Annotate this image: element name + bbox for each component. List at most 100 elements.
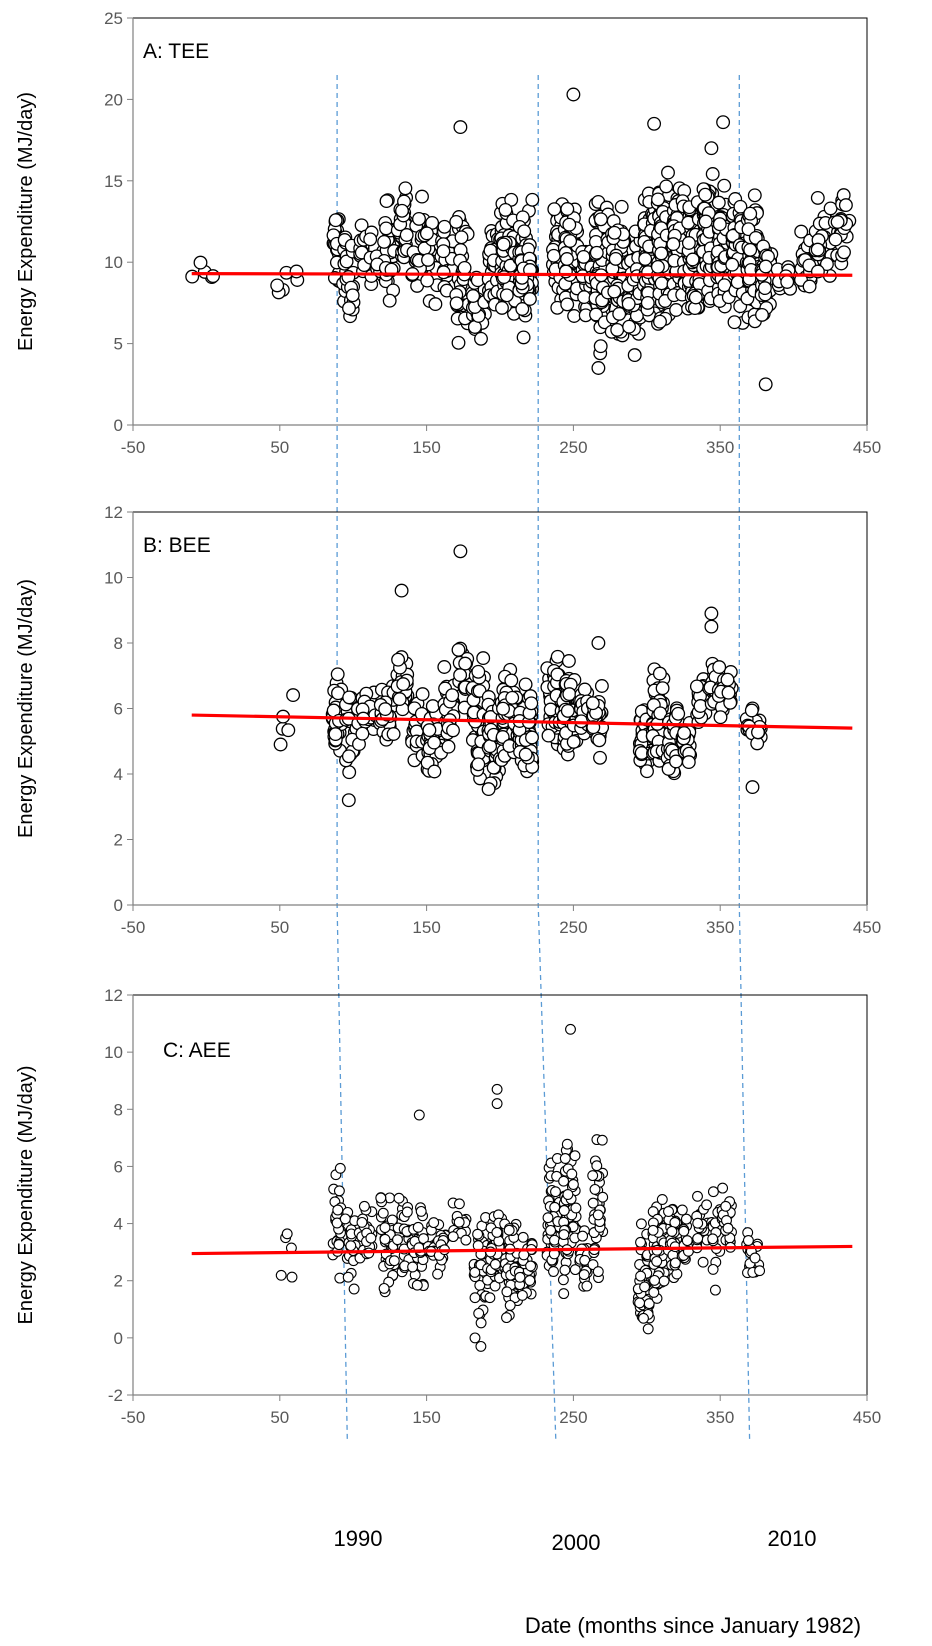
data-point <box>275 1269 287 1281</box>
data-point <box>550 1186 561 1198</box>
data-point <box>356 1216 368 1228</box>
data-point <box>348 1283 360 1295</box>
data-point <box>704 141 719 156</box>
data-point <box>421 252 435 267</box>
data-point <box>593 339 608 354</box>
data-point <box>794 224 809 239</box>
data-point <box>592 733 607 748</box>
data-point <box>193 255 208 270</box>
data-point <box>621 296 636 311</box>
data-point <box>453 1216 465 1228</box>
data-point <box>549 1234 560 1246</box>
data-point <box>441 739 456 754</box>
data-point <box>651 192 665 207</box>
data-point <box>681 1235 693 1247</box>
data-point <box>474 331 488 346</box>
data-point <box>428 297 443 312</box>
data-point <box>386 727 401 741</box>
data-point <box>707 1263 719 1275</box>
data-point <box>377 1207 389 1219</box>
data-point <box>758 259 773 274</box>
data-point <box>377 234 392 249</box>
data-point <box>485 1246 497 1258</box>
data-point <box>503 1224 515 1236</box>
data-point <box>391 652 406 667</box>
data-point <box>339 1213 351 1225</box>
data-point <box>398 181 413 196</box>
data-point <box>569 1150 581 1162</box>
data-point <box>415 189 429 204</box>
data-point <box>589 245 604 260</box>
data-point <box>394 583 409 598</box>
data-point <box>286 688 301 703</box>
data-point <box>681 755 696 770</box>
data-point <box>559 1264 571 1276</box>
data-point <box>560 252 574 266</box>
data-point <box>501 1312 512 1324</box>
y-tick-label: 0 <box>114 416 123 435</box>
data-point <box>396 677 411 692</box>
data-point <box>701 1199 713 1211</box>
data-point <box>577 290 592 305</box>
y-tick-label: 6 <box>114 1157 123 1176</box>
data-point <box>524 1275 536 1286</box>
data-point <box>501 1286 513 1298</box>
data-point <box>546 248 561 263</box>
data-point <box>525 192 540 207</box>
x-tick-label: 250 <box>559 918 587 937</box>
data-point <box>342 301 356 316</box>
data-point <box>469 1292 481 1304</box>
data-point <box>460 1234 472 1246</box>
trend-line <box>191 271 853 277</box>
data-point <box>649 1274 660 1286</box>
data-point <box>328 213 343 228</box>
data-point <box>341 749 356 764</box>
data-point <box>591 636 606 650</box>
data-point <box>497 270 511 285</box>
data-point <box>491 1083 503 1095</box>
y-tick-label: 8 <box>114 634 123 653</box>
x-tick-label: 150 <box>412 438 440 457</box>
data-point <box>504 673 519 688</box>
data-point <box>363 232 378 247</box>
data-points <box>185 87 857 392</box>
y-axis-title: Energy Expenditure (MJ/day) <box>15 92 37 351</box>
y-tick-label: 15 <box>104 172 123 191</box>
data-point <box>561 1138 573 1150</box>
data-point <box>669 1257 681 1269</box>
data-point <box>458 656 473 671</box>
data-point <box>634 1297 646 1309</box>
data-point <box>517 224 532 239</box>
data-point <box>378 1282 390 1294</box>
data-points <box>273 544 768 808</box>
data-point <box>725 257 740 272</box>
data-point <box>499 288 514 303</box>
data-point <box>638 1312 649 1324</box>
data-point <box>757 281 772 296</box>
data-point <box>720 672 735 687</box>
data-point <box>614 199 629 214</box>
data-point <box>541 728 556 743</box>
data-point <box>680 1213 692 1225</box>
data-point <box>593 212 608 227</box>
year-label-1990: 1990 <box>334 1526 383 1551</box>
data-point <box>711 195 726 210</box>
data-point <box>566 87 581 102</box>
data-point <box>608 251 623 266</box>
data-point <box>627 348 642 363</box>
data-point <box>489 1258 501 1270</box>
data-point <box>656 1194 668 1205</box>
data-point <box>713 710 728 725</box>
data-point <box>742 1235 754 1246</box>
y-tick-label: 4 <box>114 765 123 784</box>
data-point <box>418 1233 429 1245</box>
data-point <box>427 735 442 750</box>
data-point <box>419 226 434 241</box>
data-point <box>581 1280 593 1292</box>
y-axis-title: Energy Expenditure (MJ/day) <box>15 1065 37 1324</box>
data-point <box>652 666 667 681</box>
y-tick-label: 12 <box>104 986 123 1005</box>
panel-c-aee: -2 0 2 4 6 8 10 12 -50 50 150 250 350 450 Energy Expen… <box>15 986 881 1427</box>
data-point <box>648 1286 660 1298</box>
